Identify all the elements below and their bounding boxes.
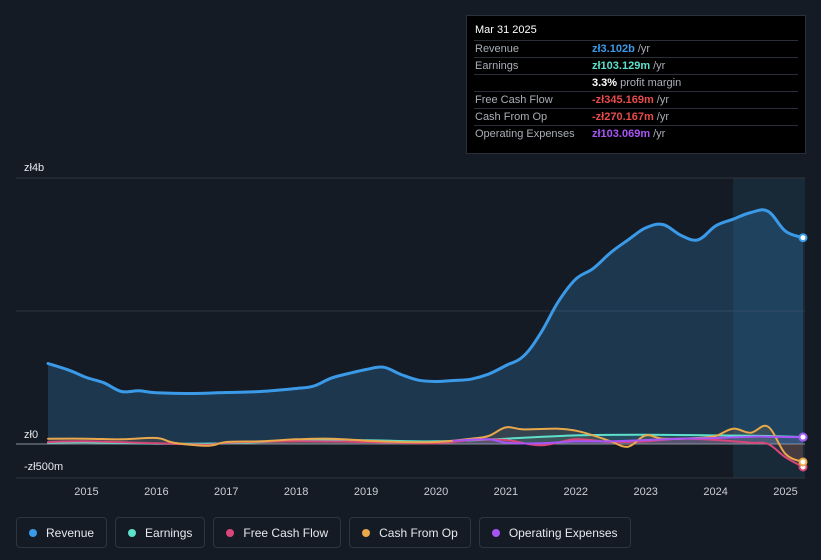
series-line bbox=[47, 424, 804, 463]
tooltip-row-unit: /yr bbox=[656, 94, 669, 106]
x-tick-label: 2017 bbox=[214, 486, 238, 498]
y-tick-label: zł4b bbox=[24, 162, 44, 174]
tooltip-row-value: zł3.102b bbox=[592, 43, 635, 55]
y-tick-label: -zł500m bbox=[24, 461, 63, 473]
x-tick-label: 2015 bbox=[74, 486, 98, 498]
tooltip-row: Earnings zł103.129m/yr bbox=[474, 57, 798, 74]
x-tick-label: 2023 bbox=[633, 486, 657, 498]
tooltip-row-unit: /yr bbox=[637, 43, 651, 55]
x-tick-label: 2021 bbox=[494, 486, 518, 498]
legend-dot-icon bbox=[491, 528, 500, 537]
y-axis: zł4b zł0 -zł500m bbox=[24, 162, 63, 473]
series-endpoints bbox=[798, 233, 808, 472]
legend-item[interactable]: Revenue bbox=[16, 517, 108, 548]
tooltip-row-unit: /yr bbox=[653, 60, 666, 72]
tooltip-row: 3.3% profit margin bbox=[474, 74, 798, 91]
series-area bbox=[48, 209, 803, 444]
legend: Revenue Earnings Free Cash Flow Cash From O… bbox=[16, 517, 631, 548]
legend-label: Free Cash Flow bbox=[243, 525, 329, 540]
series-line bbox=[452, 435, 804, 445]
series-line bbox=[46, 208, 805, 395]
series-endpoint bbox=[798, 457, 808, 467]
legend-item[interactable]: Cash From Op bbox=[349, 517, 471, 548]
tooltip-row-label: Cash From Op bbox=[475, 111, 548, 123]
legend-label: Operating Expenses bbox=[508, 525, 618, 540]
x-tick-label: 2024 bbox=[703, 486, 727, 498]
legend-item[interactable]: Earnings bbox=[115, 517, 206, 548]
legend-dot-icon bbox=[362, 528, 371, 537]
x-tick-label: 2020 bbox=[424, 486, 448, 498]
tooltip-row-unit: /yr bbox=[656, 111, 669, 123]
series-endpoint bbox=[798, 233, 808, 243]
tooltip-date: Mar 31 2025 bbox=[475, 24, 537, 36]
series-endpoint bbox=[798, 432, 808, 442]
tooltip-row-label: Earnings bbox=[475, 60, 519, 72]
series-areas bbox=[48, 209, 803, 467]
y-tick-label: zł0 bbox=[24, 429, 38, 441]
tooltip-row-label: Operating Expenses bbox=[475, 128, 575, 140]
x-tick-label: 2025 bbox=[773, 486, 797, 498]
tooltip-row-value: zł103.129m bbox=[592, 60, 651, 72]
legend-dot-icon bbox=[29, 528, 37, 537]
tooltip-panel: Mar 31 2025 Revenue zł3.102b/yr Earnings zł… bbox=[466, 15, 806, 154]
x-tick-label: 2022 bbox=[564, 486, 588, 498]
tooltip-row: Cash From Op -zł270.167m/yr bbox=[474, 108, 798, 125]
x-tick-label: 2018 bbox=[284, 486, 308, 498]
legend-dot-icon bbox=[226, 528, 235, 537]
tooltip-row-label bbox=[475, 75, 592, 91]
tooltip-row-unit: /yr bbox=[653, 128, 666, 140]
x-axis: 2015 2016 2017 2018 2019 2020 2021 2022 2023 2024… bbox=[74, 486, 798, 498]
tooltip-row: Operating Expenses zł103.069m/yr bbox=[474, 125, 798, 142]
x-tick-label: 2019 bbox=[354, 486, 378, 498]
tooltip-row-label: Free Cash Flow bbox=[475, 94, 553, 106]
x-tick-label: 2016 bbox=[144, 486, 168, 498]
tooltip-row: Free Cash Flow -zł345.169m/yr bbox=[474, 91, 798, 108]
tooltip-row-value: zł103.069m bbox=[592, 128, 651, 140]
tooltip-row-value: -zł345.169m bbox=[592, 94, 654, 106]
tooltip-row-value: -zł270.167m bbox=[592, 111, 654, 123]
tooltip-row-value: 3.3% bbox=[592, 77, 618, 89]
legend-dot-icon bbox=[128, 528, 137, 537]
series-lines bbox=[46, 208, 805, 468]
legend-label: Cash From Op bbox=[379, 525, 458, 540]
legend-item[interactable]: Operating Expenses bbox=[478, 517, 631, 548]
legend-label: Revenue bbox=[46, 525, 95, 540]
tooltip-row-label: Revenue bbox=[475, 43, 520, 55]
tooltip-rows: Revenue zł3.102b/yr Earnings zł103.129m/yr 3… bbox=[474, 40, 798, 142]
legend-label: Earnings bbox=[145, 525, 193, 540]
tooltip-row-unit: profit margin bbox=[620, 77, 682, 89]
tooltip-row: Revenue zł3.102b/yr bbox=[474, 40, 798, 57]
legend-item[interactable]: Free Cash Flow bbox=[213, 517, 342, 548]
